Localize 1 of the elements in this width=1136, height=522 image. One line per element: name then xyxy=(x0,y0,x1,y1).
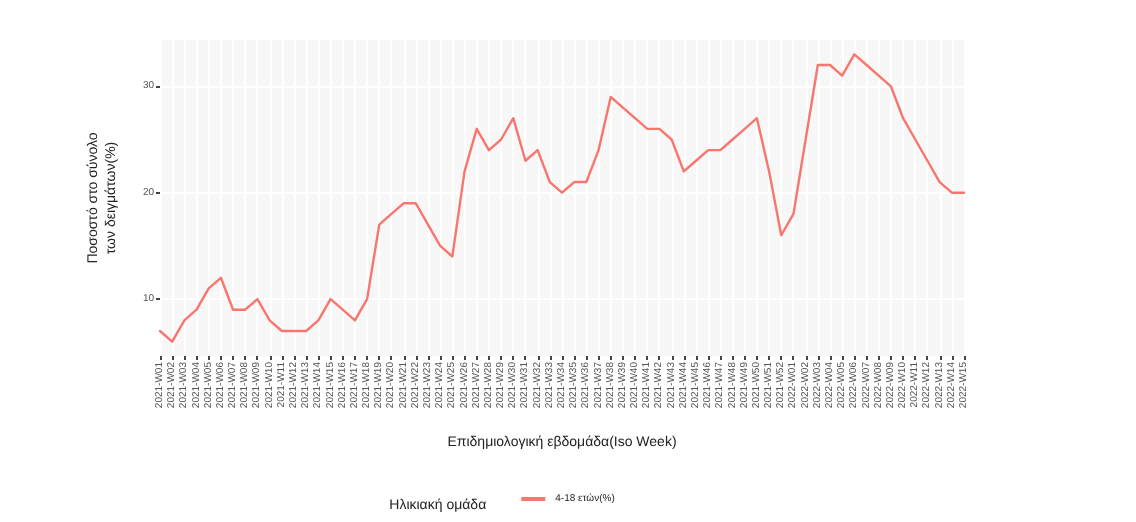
line-series xyxy=(158,53,966,343)
